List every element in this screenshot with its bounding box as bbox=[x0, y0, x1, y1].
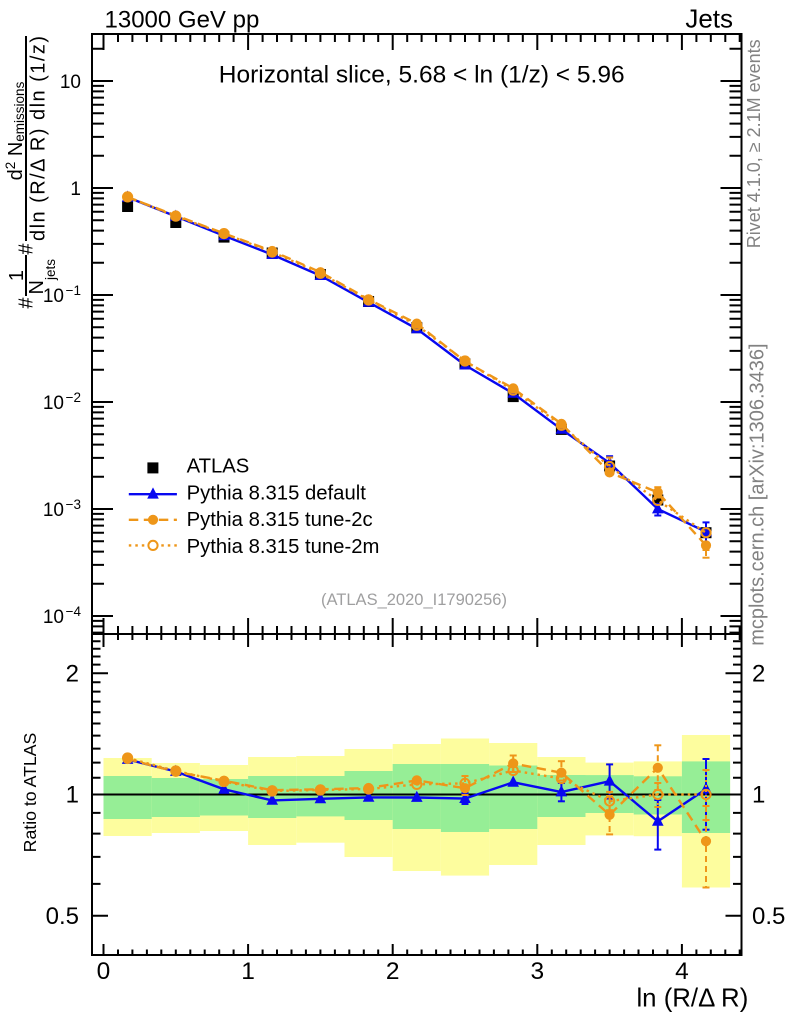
svg-text:10: 10 bbox=[43, 500, 64, 521]
svg-text:1: 1 bbox=[241, 958, 255, 985]
svg-text:10: 10 bbox=[43, 286, 64, 307]
svg-text:ATLAS: ATLAS bbox=[187, 456, 250, 478]
svg-text:10: 10 bbox=[43, 393, 64, 414]
svg-text:−2: −2 bbox=[66, 390, 81, 405]
svg-text:ln (R/Δ R): ln (R/Δ R) bbox=[636, 985, 748, 1013]
svg-text:10: 10 bbox=[43, 607, 64, 628]
svg-text:#: # bbox=[16, 297, 38, 309]
svg-text:2: 2 bbox=[386, 958, 400, 985]
svg-text:Pythia 8.315 tune-2m: Pythia 8.315 tune-2m bbox=[187, 536, 380, 558]
svg-text:10: 10 bbox=[60, 72, 81, 93]
svg-text:2: 2 bbox=[752, 660, 765, 687]
svg-text:1: 1 bbox=[752, 782, 765, 809]
svg-text:Ratio to ATLAS: Ratio to ATLAS bbox=[20, 733, 40, 853]
svg-text:#: # bbox=[16, 243, 38, 255]
svg-text:0: 0 bbox=[97, 958, 111, 985]
svg-text:Rivet 4.1.0, ≥ 2.1M events: Rivet 4.1.0, ≥ 2.1M events bbox=[744, 39, 764, 248]
svg-text:−3: −3 bbox=[66, 497, 81, 512]
svg-text:13000 GeV pp: 13000 GeV pp bbox=[105, 7, 260, 34]
svg-text:mcplots.cern.ch [arXiv:1306.34: mcplots.cern.ch [arXiv:1306.3436] bbox=[747, 343, 769, 645]
svg-text:2: 2 bbox=[66, 660, 79, 687]
svg-text:1: 1 bbox=[70, 179, 81, 200]
svg-text:3: 3 bbox=[530, 958, 544, 985]
svg-text:Jets: Jets bbox=[685, 4, 733, 34]
svg-text:Horizontal slice, 5.68 < ln (1: Horizontal slice, 5.68 < ln (1/z) < 5.96 bbox=[219, 62, 625, 89]
svg-text:Pythia 8.315 default: Pythia 8.315 default bbox=[187, 482, 367, 504]
svg-text:4: 4 bbox=[675, 958, 689, 985]
svg-text:−4: −4 bbox=[66, 604, 82, 619]
svg-text:dln (R/Δ R) dln (1/z): dln (R/Δ R) dln (1/z) bbox=[28, 36, 50, 241]
svg-text:Pythia 8.315 tune-2c: Pythia 8.315 tune-2c bbox=[187, 509, 373, 531]
svg-text:−1: −1 bbox=[66, 283, 81, 298]
svg-text:0.5: 0.5 bbox=[46, 903, 79, 930]
svg-text:1: 1 bbox=[6, 270, 28, 281]
svg-text:(ATLAS_2020_I1790256): (ATLAS_2020_I1790256) bbox=[321, 591, 507, 609]
svg-text:0.5: 0.5 bbox=[752, 903, 785, 930]
svg-text:1: 1 bbox=[66, 782, 79, 809]
